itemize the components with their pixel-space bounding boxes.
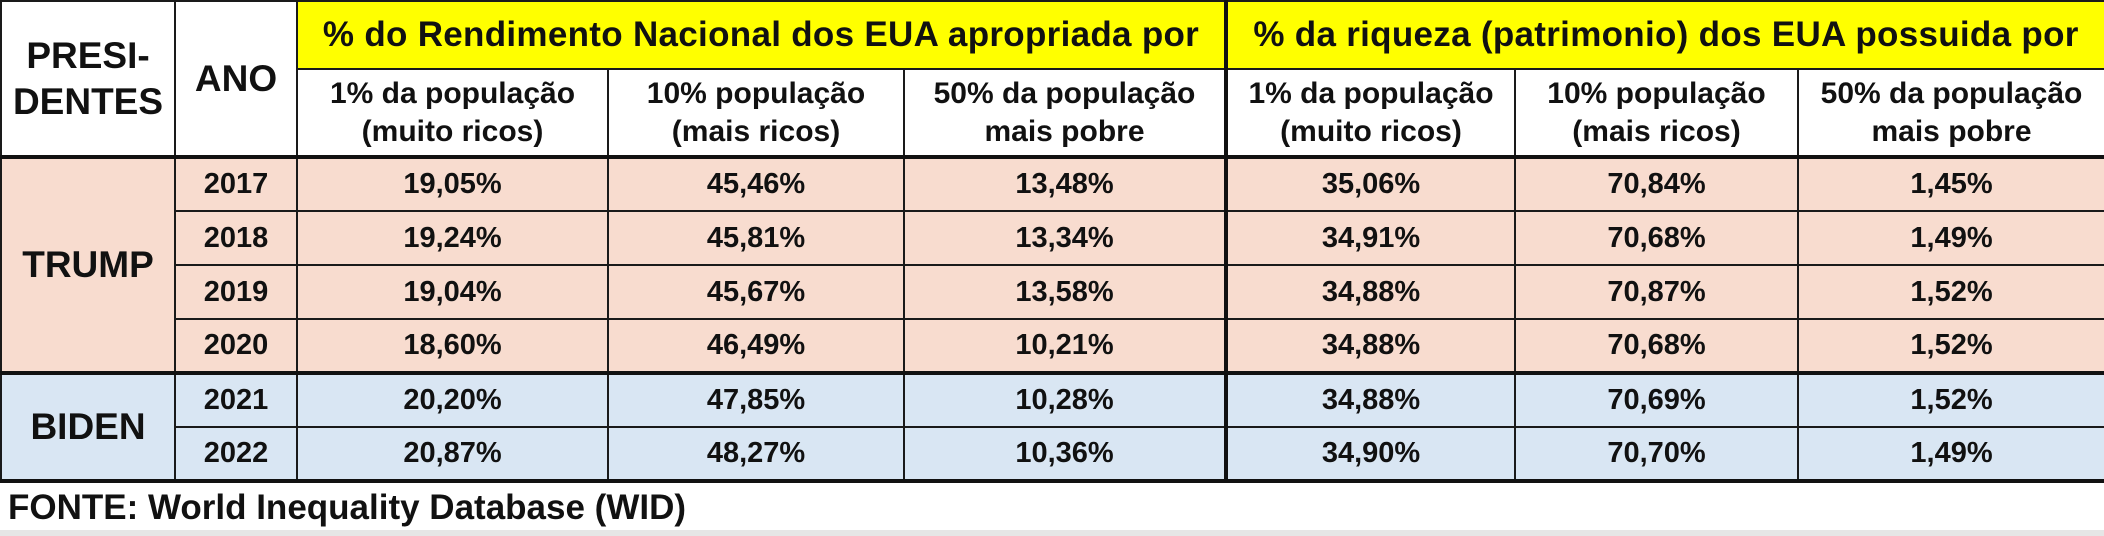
presidents-header-line2: DENTES xyxy=(12,80,164,122)
year-cell: 2021 xyxy=(174,371,298,428)
col-header-line1: 1% da população xyxy=(1248,76,1494,110)
year-cell: 2019 xyxy=(174,264,298,320)
presidents-header-line1: PRESI- xyxy=(26,34,150,76)
value-cell: 20,87% xyxy=(296,426,609,483)
value-cell: 13,48% xyxy=(903,155,1227,212)
col-header-line2: (muito ricos) xyxy=(1280,114,1462,148)
value-cell: 13,34% xyxy=(903,210,1227,266)
col-header-line1: 10% população xyxy=(646,76,866,110)
income-col-header-top1: 1% da população (muito ricos) xyxy=(296,68,609,158)
value-cell: 20,20% xyxy=(296,371,609,428)
value-cell: 1,45% xyxy=(1796,155,2104,212)
year-cell: 2017 xyxy=(174,155,298,212)
col-header-line2: mais pobre xyxy=(1871,114,2032,148)
year-cell: 2022 xyxy=(174,426,298,483)
presidents-header: PRESI- DENTES xyxy=(0,0,176,158)
table-row: 2018 19,24% 45,81% 13,34% 34,91% 70,68% … xyxy=(1,210,2104,266)
table-row: 2019 19,04% 45,67% 13,58% 34,88% 70,87% … xyxy=(1,264,2104,320)
value-cell: 19,05% xyxy=(296,155,609,212)
value-cell: 45,46% xyxy=(607,155,905,212)
wealth-col-header-bottom50: 50% da população mais pobre xyxy=(1796,68,2104,158)
wealth-col-header-top1: 1% da população (muito ricos) xyxy=(1224,68,1516,158)
col-header-line1: 1% da população xyxy=(329,76,576,110)
col-header-line2: (muito ricos) xyxy=(361,114,544,148)
value-cell: 34,88% xyxy=(1224,264,1516,320)
col-header-line2: mais pobre xyxy=(984,114,1145,148)
value-cell: 10,21% xyxy=(903,318,1227,374)
value-cell: 19,04% xyxy=(296,264,609,320)
income-group-header: % do Rendimento Nacional dos EUA apropri… xyxy=(296,0,1227,70)
value-cell: 34,91% xyxy=(1224,210,1516,266)
value-cell: 19,24% xyxy=(296,210,609,266)
col-header-line2: (mais ricos) xyxy=(1572,114,1741,148)
table-row: BIDEN 2021 20,20% 47,85% 10,28% 34,88% 7… xyxy=(0,371,2104,483)
value-cell: 45,67% xyxy=(607,264,905,320)
value-cell: 70,84% xyxy=(1514,155,1799,212)
value-cell: 1,52% xyxy=(1796,264,2104,320)
table-row: TRUMP 2017 19,05% 45,46% 13,48% 35,06% 7… xyxy=(0,155,2104,374)
source-note: FONTE: World Inequality Database (WID) xyxy=(8,488,687,527)
value-cell: 70,69% xyxy=(1514,371,1799,428)
value-cell: 70,68% xyxy=(1514,210,1799,266)
value-cell: 70,87% xyxy=(1514,264,1799,320)
value-cell: 10,28% xyxy=(903,371,1227,428)
value-cell: 18,60% xyxy=(296,318,609,374)
value-cell: 34,90% xyxy=(1224,426,1516,483)
wealth-col-header-top10: 10% população (mais ricos) xyxy=(1514,68,1799,158)
value-cell: 46,49% xyxy=(607,318,905,374)
col-header-line1: 10% população xyxy=(1547,76,1766,110)
value-cell: 13,58% xyxy=(903,264,1227,320)
value-cell: 34,88% xyxy=(1224,371,1516,428)
value-cell: 70,68% xyxy=(1514,318,1799,374)
value-cell: 45,81% xyxy=(607,210,905,266)
value-cell: 1,49% xyxy=(1796,210,2104,266)
wealth-group-header: % da riqueza (patrimonio) dos EUA possui… xyxy=(1223,0,2104,70)
col-header-line1: 50% da população xyxy=(933,76,1196,110)
president-name-biden: BIDEN xyxy=(0,371,176,483)
president-name-trump: TRUMP xyxy=(0,155,176,374)
value-cell: 1,49% xyxy=(1796,426,2104,483)
table-row: 2020 18,60% 46,49% 10,21% 34,88% 70,68% … xyxy=(1,318,2104,374)
col-header-line1: 50% da população xyxy=(1820,76,2083,110)
income-col-header-top10: 10% população (mais ricos) xyxy=(607,68,905,158)
value-cell: 70,70% xyxy=(1514,426,1799,483)
inequality-table: PRESI- DENTES ANO % do Rendimento Nacion… xyxy=(0,0,2104,483)
bottom-divider xyxy=(0,530,2104,536)
income-col-header-bottom50: 50% da população mais pobre xyxy=(903,68,1227,158)
value-cell: 47,85% xyxy=(607,371,905,428)
value-cell: 1,52% xyxy=(1796,371,2104,428)
col-header-line2: (mais ricos) xyxy=(671,114,841,148)
value-cell: 35,06% xyxy=(1224,155,1516,212)
year-header: ANO xyxy=(174,0,298,158)
value-cell: 48,27% xyxy=(607,426,905,483)
value-cell: 34,88% xyxy=(1224,318,1516,374)
year-cell: 2020 xyxy=(174,318,298,374)
value-cell: 10,36% xyxy=(903,426,1227,483)
year-cell: 2018 xyxy=(174,210,298,266)
value-cell: 1,52% xyxy=(1796,318,2104,374)
table-row: 2022 20,87% 48,27% 10,36% 34,90% 70,70% … xyxy=(1,426,2104,483)
